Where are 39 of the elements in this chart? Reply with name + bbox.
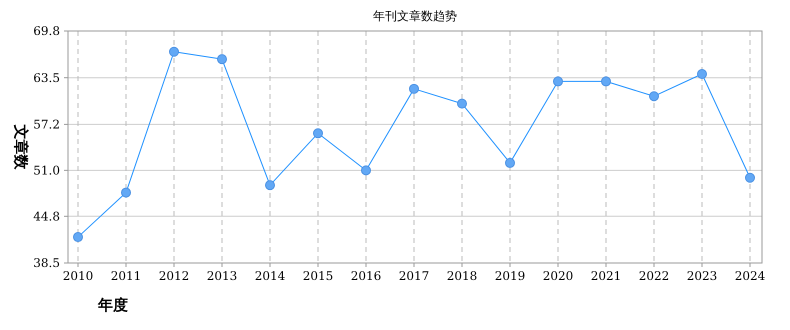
- y-tick-label: 63.5: [33, 70, 60, 85]
- point: [73, 232, 83, 242]
- y-tick-label: 38.5: [33, 256, 60, 270]
- point: [217, 54, 227, 64]
- x-tick-label: 2022: [638, 269, 670, 283]
- y-axis-title: 文章数: [12, 124, 30, 170]
- point: [601, 76, 611, 86]
- x-tick-label: 2023: [686, 269, 718, 283]
- x-tick-label: 2017: [398, 269, 430, 283]
- x-tick-label: 2021: [590, 269, 622, 283]
- x-tick-label: 2018: [446, 269, 478, 283]
- x-tick-label: 2014: [254, 269, 286, 283]
- point: [697, 68, 707, 79]
- y-tick-label: 44.8: [33, 210, 60, 224]
- y-tick-label: 57.2: [33, 118, 60, 132]
- point: [313, 128, 323, 138]
- chart-title: 年刊文章数趋势: [373, 9, 457, 23]
- point: [505, 158, 515, 168]
- x-tick-label: 2024: [734, 269, 766, 283]
- x-tick-label: 2020: [542, 269, 574, 283]
- x-tick-label: 2015: [302, 269, 334, 283]
- x-tick-label: 2011: [110, 269, 142, 283]
- point: [553, 76, 563, 86]
- point: [121, 188, 131, 198]
- x-tick-label: 2016: [350, 269, 382, 283]
- point: [409, 84, 419, 94]
- point: [457, 98, 467, 109]
- y-tick-label: 51.0: [33, 164, 60, 178]
- point: [169, 46, 179, 57]
- x-tick-label: 2019: [494, 269, 526, 283]
- point: [649, 91, 659, 102]
- x-axis-title: 年度: [97, 296, 128, 314]
- point: [265, 180, 275, 190]
- x-tick-label: 2010: [62, 269, 94, 283]
- y-tick-label: 69.8: [33, 24, 60, 38]
- x-tick-label: 2013: [206, 269, 238, 283]
- point: [745, 172, 755, 183]
- x-tick-label: 2012: [158, 269, 190, 283]
- point: [361, 165, 371, 176]
